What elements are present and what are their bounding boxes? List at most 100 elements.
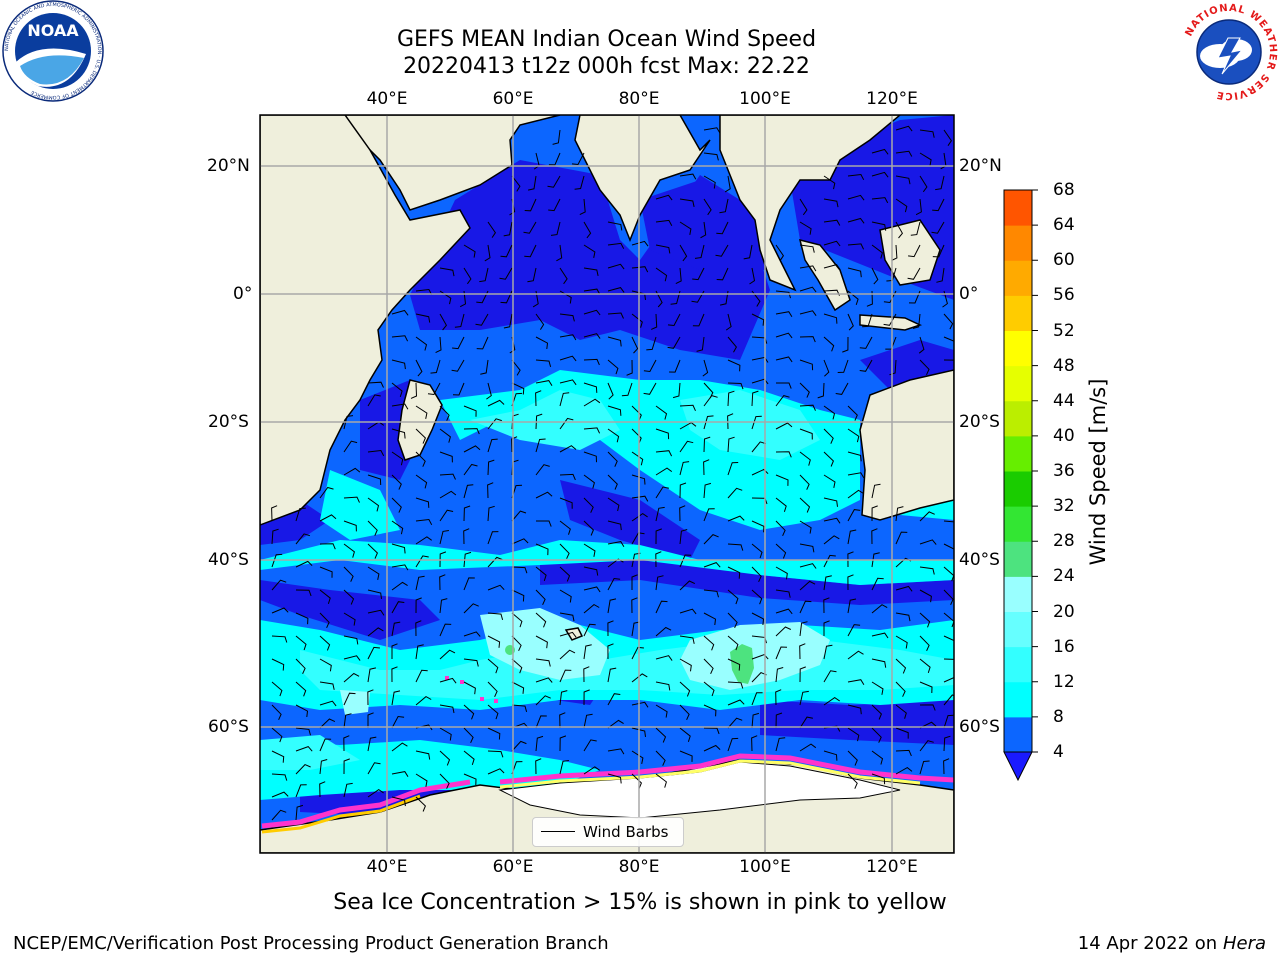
wind-barb <box>775 451 792 458</box>
wind-barb <box>295 784 307 798</box>
wind-barb <box>727 515 745 522</box>
wind-barb <box>511 740 527 752</box>
colorbar-tick-label-12: 12 <box>1053 671 1075 692</box>
wind-barb <box>415 555 429 568</box>
wind-barb <box>908 244 921 258</box>
wind-barb <box>727 737 739 752</box>
wind-barb <box>871 658 887 668</box>
wind-barb <box>703 508 715 522</box>
wind-barb <box>871 267 879 285</box>
wind-barb <box>607 263 625 270</box>
wind-barb <box>655 467 673 476</box>
wind-barb <box>475 313 489 326</box>
colorbar-tick-label-40: 40 <box>1053 425 1075 446</box>
wind-barb <box>655 575 664 591</box>
colorbar-swatch-16 <box>1004 611 1032 648</box>
wind-barb <box>391 581 408 591</box>
wind-barb <box>559 566 571 582</box>
wind-barb <box>463 658 479 667</box>
wind-barb <box>655 290 663 308</box>
wind-barb <box>775 311 793 318</box>
wind-barb <box>487 658 499 674</box>
wind-barb <box>703 152 719 161</box>
land-borneo <box>879 219 941 286</box>
wind-barb <box>511 658 523 674</box>
wind-barb <box>871 244 883 259</box>
wind-barb <box>391 742 408 752</box>
wind-barb <box>727 635 739 651</box>
wind-barb <box>847 451 862 462</box>
wind-barb <box>487 505 495 522</box>
colorbar-tick-label-8: 8 <box>1053 706 1064 727</box>
wind-barb <box>583 267 599 277</box>
wind-barb <box>871 773 886 785</box>
wind-barb <box>895 681 906 697</box>
wind-barb <box>583 398 601 407</box>
wind-barb <box>607 242 625 249</box>
wind-barb <box>343 655 361 661</box>
wind-barb <box>607 359 619 375</box>
wind-barb <box>415 750 431 760</box>
wind-barb <box>626 359 633 376</box>
wind-barb <box>655 655 673 661</box>
wind-barb <box>319 759 328 775</box>
wind-barb <box>847 428 860 443</box>
wind-barb <box>559 473 576 481</box>
wind-barb <box>847 509 861 522</box>
colorbar-tick-label-48: 48 <box>1053 355 1075 376</box>
wind-barb <box>679 727 691 742</box>
wind-barb <box>799 404 816 411</box>
wind-barb <box>646 336 657 351</box>
wind-barb <box>535 735 544 752</box>
wind-barb <box>607 577 621 591</box>
wind-barb <box>631 646 644 660</box>
wind-barb <box>583 497 594 513</box>
wind-barb <box>727 717 743 729</box>
wind-barb <box>631 451 644 466</box>
wind-barb <box>511 566 528 574</box>
wind-barb <box>727 658 741 671</box>
wind-barb <box>583 333 601 339</box>
colorbar-tick-label-32: 32 <box>1053 496 1075 517</box>
wind-barb <box>703 415 714 430</box>
wind-barb <box>451 359 465 372</box>
wind-barb <box>799 286 817 293</box>
wind-barb <box>295 727 311 736</box>
wind-barb <box>367 667 377 683</box>
wind-barb <box>439 623 452 637</box>
wind-barb <box>799 451 811 466</box>
wind-barb <box>550 221 561 236</box>
wind-barb <box>823 597 830 614</box>
wind-barb <box>871 632 889 639</box>
wind-barb <box>439 773 450 789</box>
wind-barb <box>439 490 457 499</box>
wind-barb <box>439 704 455 714</box>
wind-barb <box>847 313 854 331</box>
wind-barb <box>847 194 865 201</box>
wind-barb <box>643 382 657 395</box>
wind-barb <box>391 382 403 398</box>
wind-barb <box>548 198 561 212</box>
wind-barb <box>631 673 648 683</box>
wind-barb <box>535 464 550 476</box>
wind-barb <box>607 558 624 568</box>
wind-barb <box>439 677 457 684</box>
wind-barb <box>823 428 834 444</box>
wind-barb <box>295 560 313 568</box>
wind-barb <box>943 313 954 330</box>
colorbar-swatch-24 <box>1004 541 1032 577</box>
wind-barb <box>702 359 709 377</box>
wind-barb <box>295 507 306 522</box>
wind-barb <box>643 359 657 373</box>
wind-barb <box>651 313 658 330</box>
wind-barb <box>583 586 601 593</box>
wind-barb <box>559 690 568 706</box>
wind-barb <box>319 738 332 752</box>
wind-barb <box>727 566 741 579</box>
wind-barb <box>679 681 691 697</box>
wind-barb <box>583 739 597 752</box>
wind-barb <box>895 221 904 239</box>
colorbar-swatch-20 <box>1004 576 1032 612</box>
wind-barb <box>859 336 873 349</box>
wind-barb <box>295 612 309 625</box>
